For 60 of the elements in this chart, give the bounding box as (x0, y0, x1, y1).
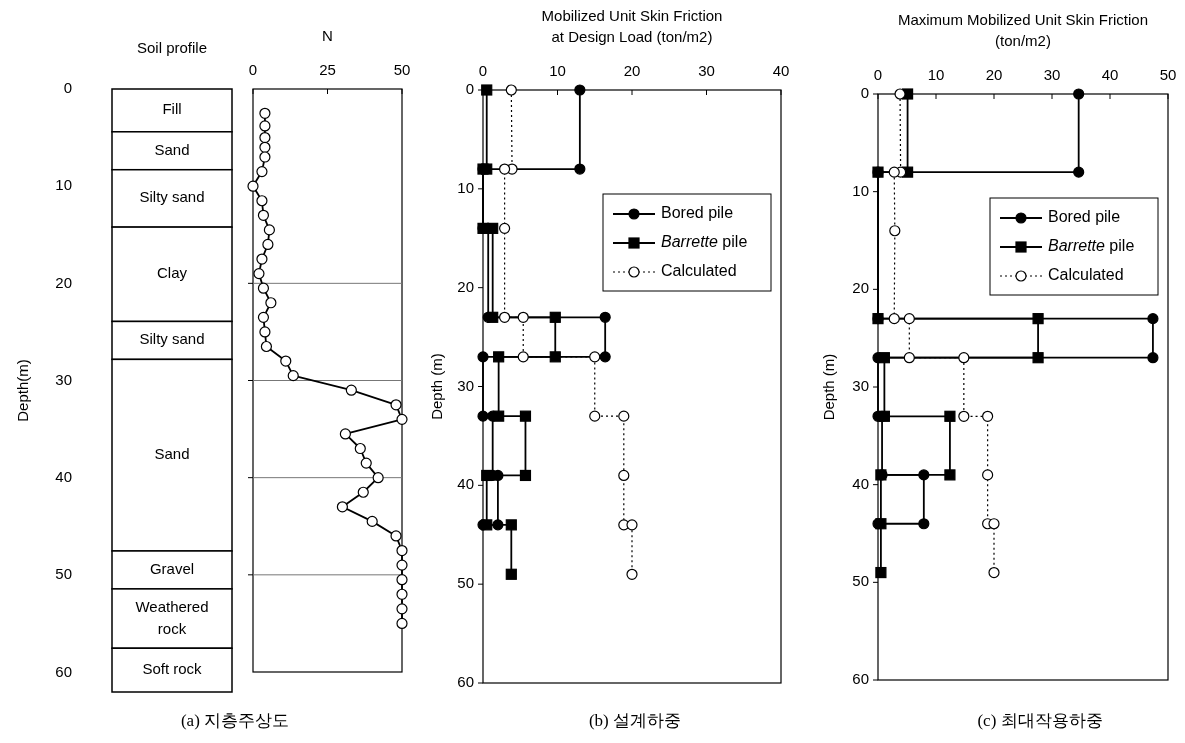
y-tick-label: 60 (55, 662, 72, 680)
x-tick-label: 30 (1043, 66, 1061, 83)
y-tick-label: 40 (55, 468, 72, 485)
x-tick-label: 50 (393, 61, 411, 78)
y-tick-label: 50 (457, 574, 474, 592)
legend-label: Calculated (661, 262, 737, 280)
x-tick-label: 30 (698, 62, 715, 79)
legend-label: Bored pile (661, 204, 734, 222)
y-tick-label: 50 (55, 565, 72, 583)
y-tick-label: 0 (63, 78, 72, 96)
text: (c) 최대작용하중 (977, 711, 1103, 730)
legend-label: Calculated (1048, 266, 1124, 284)
y-tick-label: 20 (457, 277, 474, 295)
y-tick-label: 0 (860, 83, 869, 101)
y-tick-label: 20 (55, 273, 72, 291)
y-tick-label: 40 (852, 474, 869, 492)
text: (b) 설계하중 (588, 711, 682, 730)
x-tick-label: 50 (1159, 66, 1177, 83)
y-tick-label: 10 (55, 176, 72, 194)
x-tick-label: 0 (248, 61, 258, 78)
x-tick-label: 0 (873, 66, 883, 83)
series-label: Silty sand (139, 330, 205, 348)
series-label: Fill (162, 100, 182, 118)
text: (a) 지층주상도 (180, 711, 290, 730)
y-tick-label: 40 (457, 475, 474, 493)
y-tick-label: 20 (852, 279, 869, 297)
x-axis-title: Maximum Mobilized Unit Skin Friction (ton/m2) (897, 11, 1149, 49)
y-tick-label: 30 (457, 376, 474, 394)
y-tick-label: 60 (457, 672, 474, 690)
y-tick-label: 60 (852, 669, 869, 687)
x-tick-label: 10 (549, 62, 566, 79)
x-axis-title: Mobilized Unit Skin Friction at Design Load (ton/m2) (541, 7, 723, 45)
x-tick-label: 40 (1101, 66, 1119, 83)
legend-label: Barrette pile (661, 233, 748, 251)
series-label: Sand (154, 445, 190, 463)
legend-label: Bored pile (1048, 208, 1121, 226)
series-label: Weathered rock (135, 597, 209, 637)
y-tick-label: 50 (852, 572, 869, 590)
series-label: Silty sand (139, 188, 205, 206)
legend-label: Barrette pile (1048, 237, 1135, 255)
y-axis-title: Depth (m) (427, 353, 445, 420)
x-tick-label: 20 (985, 66, 1003, 83)
y-tick-label: 30 (852, 376, 869, 394)
x-tick-label: 20 (623, 62, 641, 79)
y-tick-label: 10 (852, 181, 869, 199)
series-label: Clay (156, 264, 188, 282)
y-tick-label: 10 (457, 178, 474, 196)
x-tick-label: 25 (319, 61, 336, 78)
series-label: Gravel (149, 559, 195, 577)
y-axis-title: Depth(m) (13, 359, 31, 422)
x-tick-label: 10 (927, 66, 945, 83)
chart-title: Soil profile (136, 39, 208, 56)
series-label: Sand (154, 140, 190, 158)
series-label: Soft rock (142, 660, 203, 678)
y-axis-title: Depth (m) (819, 353, 837, 421)
x-axis-title: N (322, 27, 333, 44)
y-tick-label: 30 (55, 370, 72, 388)
y-tick-label: 0 (465, 79, 474, 97)
x-tick-label: 0 (478, 62, 488, 79)
x-tick-label: 40 (772, 62, 790, 79)
